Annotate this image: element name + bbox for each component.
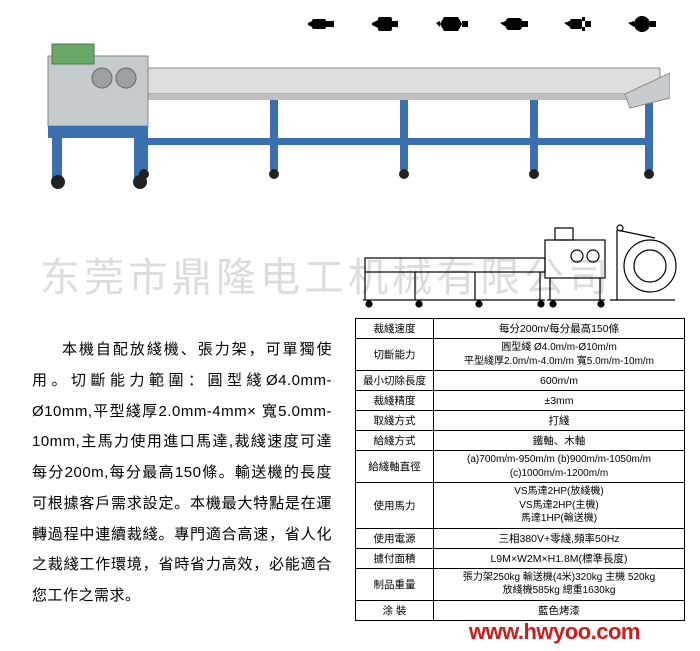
- spec-value: 每分200m/每分最高150條: [434, 319, 685, 339]
- spec-label: 據付面積: [356, 548, 434, 568]
- plug-icon-6: [628, 10, 670, 38]
- spec-row: 使用馬力VS馬達2HP(放綫機)VS馬達2HP(主機)馬達1HP(輸送機): [356, 483, 685, 529]
- source-url-watermark: www.hwyoo.com: [469, 619, 640, 645]
- spec-label: 給綫方式: [356, 431, 434, 451]
- spec-label: 裁綫精度: [356, 391, 434, 411]
- spec-label: 使用馬力: [356, 483, 434, 529]
- spec-value: VS馬達2HP(放綫機)VS馬達2HP(主機)馬達1HP(輸送機): [434, 483, 685, 529]
- spec-row: 涂 裝藍色烤漆: [356, 600, 685, 620]
- spec-row: 最小切除長度600m/m: [356, 371, 685, 391]
- spec-label: 使用電源: [356, 528, 434, 548]
- spec-row: 給綫方式鐵軸、木軸: [356, 431, 685, 451]
- spec-value: ±3mm: [434, 391, 685, 411]
- plug-icon-4: [500, 10, 542, 38]
- description-paragraph: 本機自配放綫機、張力架，可單獨使用。切斷能力範圍：圓型綫Ø4.0mm-Ø10mm…: [32, 335, 332, 612]
- spec-value: 鐵軸、木軸: [434, 431, 685, 451]
- spec-row: 切斷能力圓型綫 Ø4.0m/m-Ø10m/m平型綫厚2.0m/m-4.0m/m …: [356, 339, 685, 371]
- spec-label: 涂 裝: [356, 600, 434, 620]
- spec-table-body: 裁綫速度每分200m/每分最高150條切斷能力圓型綫 Ø4.0m/m-Ø10m/…: [356, 319, 685, 621]
- spec-value: 張力架250kg 輸送機(4米)320kg 主機 520kg放綫機585kg 總…: [434, 568, 685, 600]
- spec-table: 裁綫速度每分200m/每分最高150條切斷能力圓型綫 Ø4.0m/m-Ø10m/…: [355, 318, 685, 621]
- spec-row: 制品重量張力架250kg 輸送機(4米)320kg 主機 520kg放綫機585…: [356, 568, 685, 600]
- spec-row: 據付面積L9M×W2M×H1.8M(標準長度): [356, 548, 685, 568]
- spec-label: 切斷能力: [356, 339, 434, 371]
- spec-value: 打綫: [434, 411, 685, 431]
- spec-value: 藍色烤漆: [434, 600, 685, 620]
- description-text: 本機自配放綫機、張力架，可單獨使用。切斷能力範圍：圓型綫Ø4.0mm-Ø10mm…: [32, 335, 332, 612]
- plug-icon-2: [372, 10, 414, 38]
- spec-value: L9M×W2M×H1.8M(標準長度): [434, 548, 685, 568]
- spec-value: 三相380V+零綫,頻率50Hz: [434, 528, 685, 548]
- spec-row: 取綫方式打綫: [356, 411, 685, 431]
- spec-row: 裁綫精度±3mm: [356, 391, 685, 411]
- spec-label: 取綫方式: [356, 411, 434, 431]
- machine-line-diagram: [355, 218, 685, 316]
- spec-label: 給綫軸直徑: [356, 451, 434, 483]
- plug-icon-5: [564, 10, 606, 38]
- plug-icons-row: [308, 10, 670, 38]
- plug-icon-1: [308, 10, 350, 38]
- machine-photo: [30, 38, 670, 208]
- plug-icon-3: [436, 10, 478, 38]
- spec-row: 使用電源三相380V+零綫,頻率50Hz: [356, 528, 685, 548]
- spec-row: 給綫軸直徑(a)700m/m-950m/m (b)900m/m-1050m/m(…: [356, 451, 685, 483]
- spec-label: 制品重量: [356, 568, 434, 600]
- spec-label: 裁綫速度: [356, 319, 434, 339]
- spec-value: (a)700m/m-950m/m (b)900m/m-1050m/m(c)100…: [434, 451, 685, 483]
- spec-label: 最小切除長度: [356, 371, 434, 391]
- spec-value: 600m/m: [434, 371, 685, 391]
- spec-value: 圓型綫 Ø4.0m/m-Ø10m/m平型綫厚2.0m/m-4.0m/m 寬5.0…: [434, 339, 685, 371]
- spec-row: 裁綫速度每分200m/每分最高150條: [356, 319, 685, 339]
